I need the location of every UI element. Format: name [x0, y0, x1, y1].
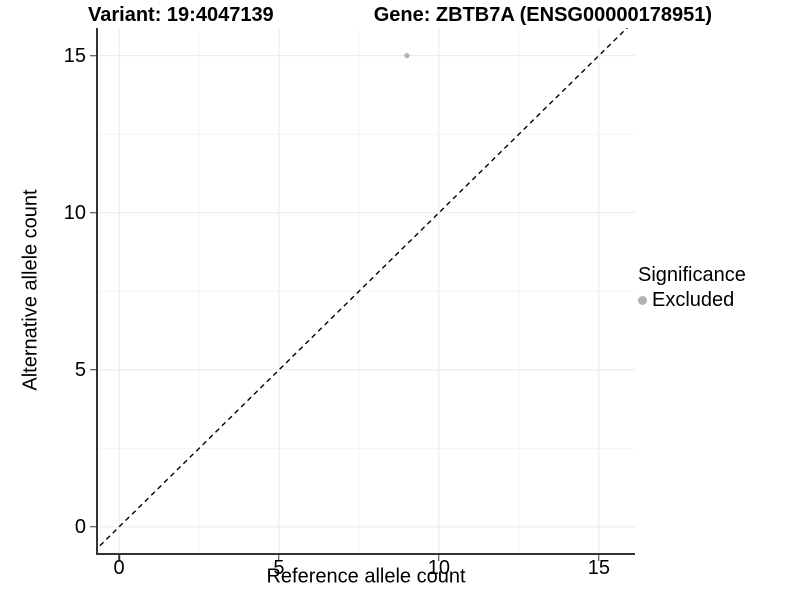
- legend-item-label: Excluded: [652, 289, 735, 311]
- legend: Significance Excluded: [638, 263, 746, 312]
- plot-title-variant: Variant: 19:4047139: [88, 4, 274, 26]
- x-tick-mark: [278, 554, 280, 561]
- legend-title: Significance: [638, 264, 746, 286]
- y-tick-label: 5: [74, 358, 86, 381]
- x-tick-label: 0: [113, 557, 125, 579]
- x-tick-label: 5: [273, 557, 285, 579]
- x-tick-label: 15: [587, 557, 610, 579]
- plot-title: Variant: 19:4047139 Gene: ZBTB7A (ENSG00…: [0, 4, 800, 26]
- y-tick-label: 15: [63, 44, 86, 67]
- plot-title-gene: Gene: ZBTB7A (ENSG00000178951): [373, 4, 712, 26]
- y-tick-mark: [90, 54, 96, 57]
- y-tick-label: 10: [63, 201, 86, 224]
- x-axis-title: Reference allele count: [266, 565, 466, 588]
- y-tick-mark: [90, 369, 96, 371]
- y-tick-label: 0: [74, 515, 86, 538]
- x-tick-label: 10: [427, 557, 451, 579]
- legend-key-dot-icon: [638, 295, 647, 305]
- x-axis-line: [96, 553, 635, 555]
- identity-dashed-line: [97, 28, 629, 550]
- x-tick-mark: [438, 554, 440, 561]
- x-tick-mark: [118, 554, 120, 561]
- plot-panel: [97, 28, 635, 553]
- x-tick-mark: [598, 554, 600, 561]
- y-tick-mark: [90, 211, 96, 214]
- data-point: [404, 53, 410, 59]
- y-axis-line: [96, 28, 98, 555]
- plot-canvas: [97, 28, 635, 553]
- legend-item-excluded: Excluded: [638, 288, 746, 312]
- y-tick-mark: [90, 526, 96, 528]
